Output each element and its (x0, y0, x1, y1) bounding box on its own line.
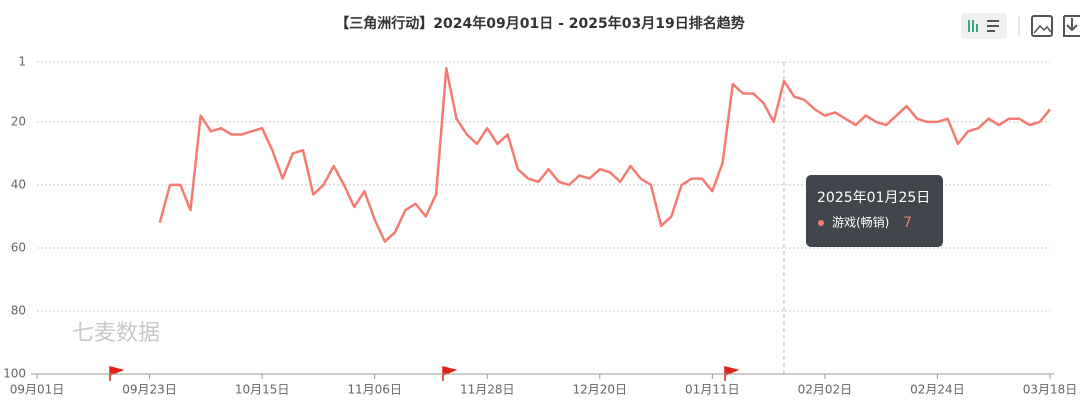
icon-list (987, 20, 999, 32)
tooltip-value: 7 (903, 215, 912, 231)
icon-download[interactable] (1063, 15, 1080, 37)
x-tick-label: 02月02日 (798, 383, 853, 397)
x-tick-label: 11月28日 (460, 383, 515, 397)
x-tick-label: 09月01日 (10, 383, 65, 397)
chart-title: 【三角洲行动】2024年09月01日 - 2025年03月19日排名趋势 (335, 15, 744, 32)
y-tick-label: 100 (3, 367, 26, 381)
toolbar-toggle[interactable] (961, 13, 1007, 39)
x-tick-label: 02月24日 (910, 383, 965, 397)
y-tick-label: 40 (11, 177, 26, 191)
icon-image-inner (1033, 24, 1052, 34)
y-tick-label: 1 (18, 55, 26, 69)
x-tick-label: 09月23日 (122, 383, 177, 397)
icon-image[interactable] (1031, 15, 1053, 37)
x-tick-label: 03月18日 (1023, 383, 1078, 397)
tooltip-box (806, 175, 943, 247)
tooltip-dot (818, 220, 824, 226)
x-tick-label: 10月15日 (235, 383, 290, 397)
y-tick-label: 60 (11, 240, 26, 254)
watermark: 七麦数据 (72, 321, 160, 346)
x-tick-label: 01月11日 (685, 383, 740, 397)
y-tick-label: 80 (11, 303, 26, 317)
x-tick-label: 11月06日 (347, 383, 402, 397)
toolbar[interactable] (961, 13, 1080, 39)
series-line (158, 67, 1051, 243)
icon-bars (968, 20, 978, 32)
x-tick-label: 12月20日 (573, 383, 628, 397)
y-tick-label: 20 (11, 114, 26, 128)
tooltip-series: 游戏(畅销) (832, 216, 889, 230)
tooltip-date: 2025年01月25日 (817, 190, 930, 206)
